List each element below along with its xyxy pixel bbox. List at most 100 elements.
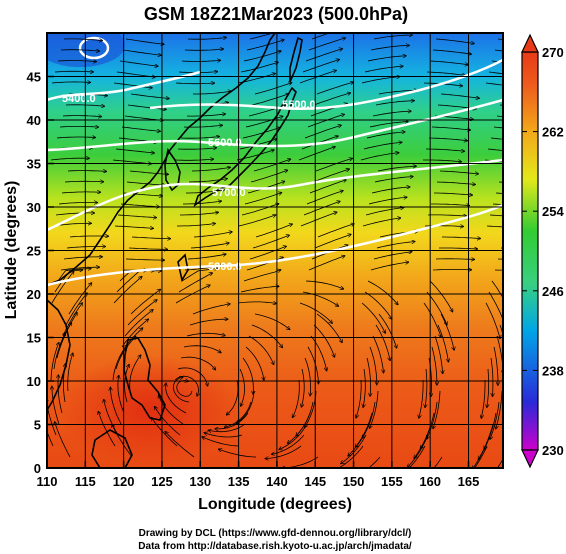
streamline [121, 126, 160, 131]
streamline [368, 197, 407, 205]
streamline [55, 213, 94, 216]
streamline [238, 215, 276, 227]
streamline [373, 252, 412, 260]
y-tick-label: 40 [27, 113, 41, 128]
colorbar: 270 262 254 246 238 230 [521, 33, 564, 469]
streamline [426, 71, 465, 75]
streamline [62, 303, 82, 337]
streamline [187, 254, 226, 260]
streamline [98, 412, 116, 447]
streamline [51, 82, 90, 83]
streamline [251, 324, 282, 348]
colorbar-tick-label: 270 [542, 45, 564, 60]
streamline [485, 302, 500, 339]
streamline [425, 368, 427, 407]
indochina-coastline [47, 299, 71, 411]
streamline [363, 142, 402, 150]
y-tick-label: 35 [27, 157, 41, 172]
streamline [427, 215, 466, 216]
streamline [373, 35, 412, 40]
streamline [127, 104, 166, 109]
streamline [367, 456, 381, 468]
streamline [311, 33, 331, 40]
y-tick-label: 25 [27, 244, 41, 259]
streamline [431, 204, 469, 206]
streamline [183, 345, 221, 353]
streamline [117, 214, 156, 218]
streamline [52, 386, 60, 425]
streamline [364, 291, 392, 319]
colorbar-max-arrow [521, 33, 539, 53]
streamline [60, 50, 99, 51]
y-tick-label: 15 [27, 331, 41, 346]
streamline [243, 270, 281, 282]
streamline [304, 357, 311, 396]
streamline [426, 291, 447, 325]
streamline [426, 148, 464, 151]
streamline [226, 379, 239, 415]
streamline [239, 368, 245, 406]
streamline [265, 445, 302, 459]
streamline [183, 201, 221, 205]
streamline [487, 368, 489, 407]
streamline [302, 60, 339, 73]
streamline [202, 437, 240, 447]
x-tick-label: 115 [75, 474, 96, 489]
streamline [121, 319, 148, 348]
colorbar-tick-label: 238 [542, 363, 564, 378]
streamline [497, 458, 503, 468]
streamline [50, 343, 59, 381]
streamline [249, 246, 286, 260]
footer-credit-dcl: Drawing by DCL (https://www.gfd-dennou.o… [139, 528, 412, 539]
streamline [304, 125, 341, 139]
streamline [313, 324, 335, 357]
streamline [492, 203, 503, 206]
streamline [486, 225, 503, 228]
streamline [244, 193, 282, 205]
streamline [60, 267, 99, 271]
streamline [306, 191, 343, 205]
streamline [298, 147, 335, 161]
streamline [248, 335, 274, 365]
streamline [128, 248, 167, 249]
streamline [251, 94, 289, 106]
streamline [192, 304, 230, 315]
map-title: GSM 18Z21Mar2023 (500.0hPa) [144, 4, 408, 24]
streamline [488, 291, 503, 327]
x-tick-label: 145 [304, 474, 326, 489]
streamline [375, 101, 414, 106]
streamline [186, 333, 225, 336]
streamline [114, 225, 153, 228]
y-tick-label: 0 [34, 461, 41, 476]
streamline [68, 283, 92, 315]
streamline [254, 313, 290, 330]
cold-core-contour [78, 36, 110, 60]
streamline [130, 289, 160, 315]
streamline [377, 166, 416, 172]
streamline [124, 310, 153, 337]
contour-label-5800: 5800.0 [208, 261, 242, 273]
streamline [355, 412, 373, 447]
y-axis-label: Latitude (degrees) [3, 181, 20, 320]
streamline [159, 395, 184, 425]
streamline [367, 56, 406, 62]
streamline [237, 302, 276, 304]
plot-area: 5400.0 5500.0 5600.0 5700.0 5800.0 [47, 33, 503, 468]
streamline [245, 346, 264, 380]
streamline [58, 203, 97, 205]
streamline [300, 212, 337, 227]
streamline [204, 433, 243, 438]
streamline [124, 365, 130, 403]
streamline [371, 187, 410, 194]
streamline [178, 273, 212, 293]
streamline [47, 398, 57, 436]
streamline [131, 237, 170, 239]
streamline [496, 390, 503, 429]
streamline [62, 116, 101, 117]
streamline [439, 248, 477, 249]
x-tick-label: 155 [381, 474, 403, 489]
colorbar-min-arrow [521, 449, 539, 469]
streamline [302, 291, 338, 306]
streamline [47, 430, 54, 447]
streamline [365, 208, 404, 216]
